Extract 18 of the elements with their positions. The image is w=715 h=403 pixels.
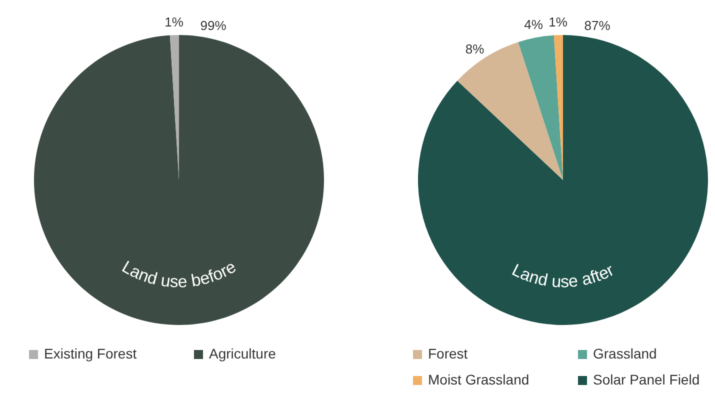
data-label: 1% xyxy=(548,14,568,30)
data-label: 99% xyxy=(200,18,227,34)
pie-slice xyxy=(518,35,563,180)
legend-label: Grassland xyxy=(593,346,657,362)
text: Land use after xyxy=(509,260,618,292)
pie-slice xyxy=(34,35,324,325)
text: Land use before xyxy=(118,257,240,292)
data-label: 4% xyxy=(524,17,544,32)
data-label: 87% xyxy=(584,18,611,34)
pie-slice xyxy=(457,42,563,180)
legend-label: Moist Grassland xyxy=(428,372,530,388)
legend-label: Agriculture xyxy=(209,346,276,362)
data-label: 8% xyxy=(465,42,485,57)
legend-label: Solar Panel Field xyxy=(593,372,700,388)
pie-slice xyxy=(418,35,708,325)
data-label: 1% xyxy=(164,14,184,30)
legend-label: Existing Forest xyxy=(44,346,137,362)
legend-label: Forest xyxy=(428,346,468,362)
